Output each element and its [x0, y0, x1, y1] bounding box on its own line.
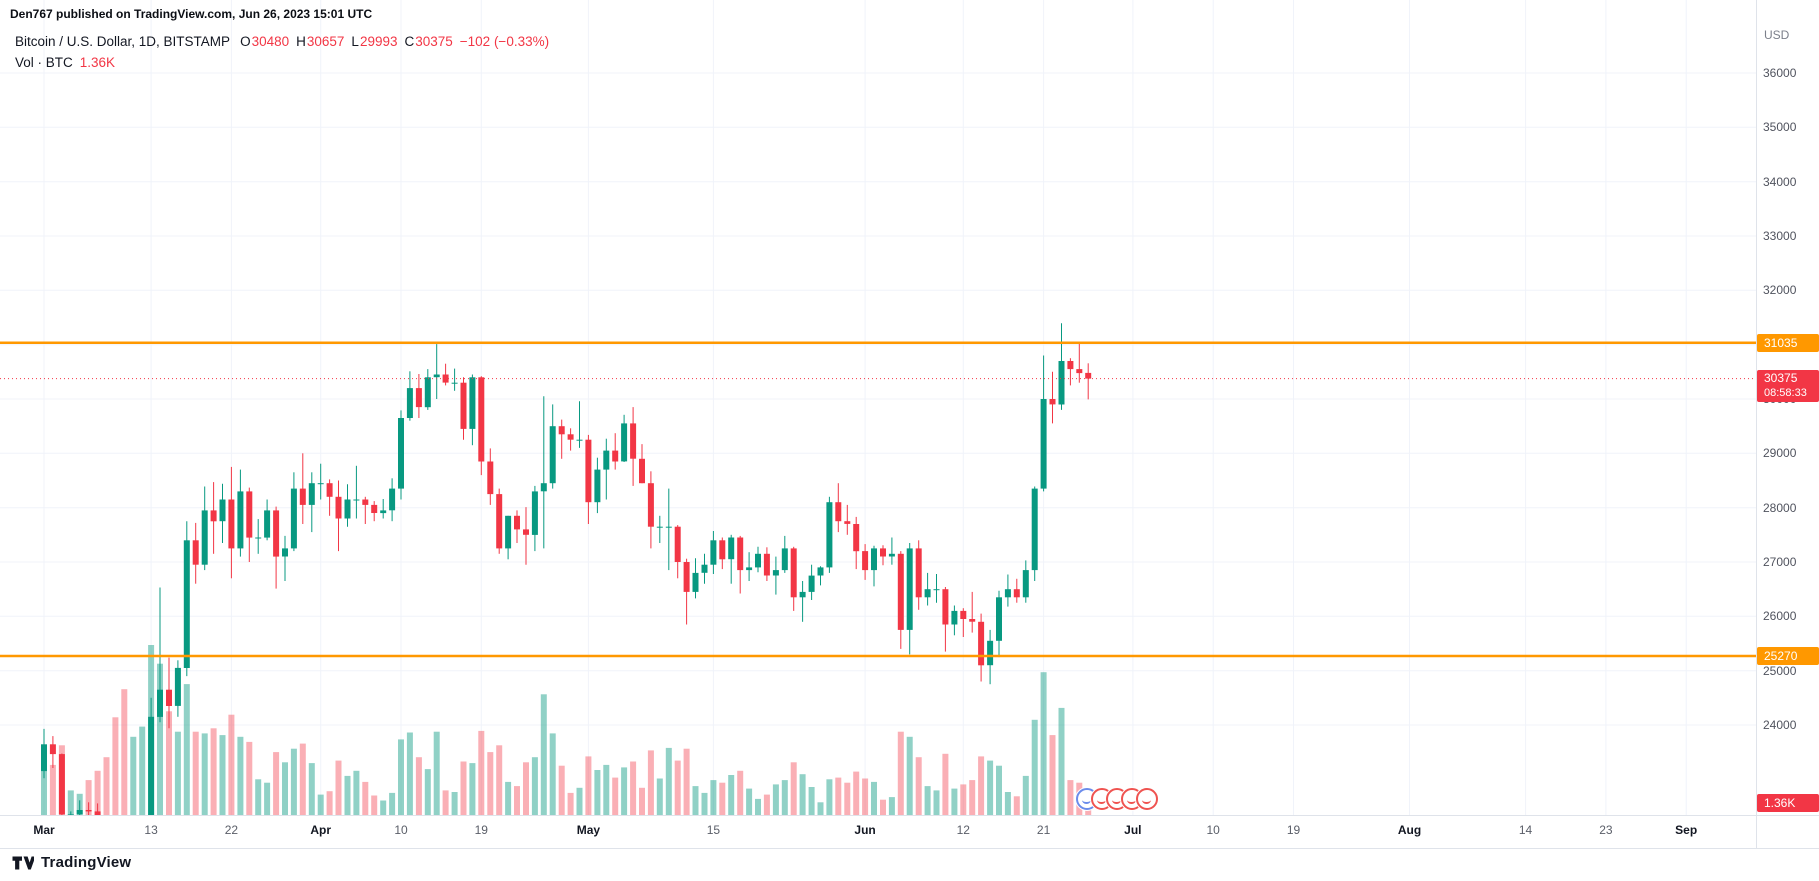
support-badge[interactable]: 25270 — [1757, 646, 1819, 665]
time-axis-label: 10 — [394, 823, 408, 837]
price-axis-label: 24000 — [1763, 717, 1797, 732]
price-axis-label: 33000 — [1763, 228, 1797, 243]
attribution-text: Den767 published on TradingView.com, Jun… — [10, 7, 373, 21]
reaction-emoji-icon[interactable] — [1136, 788, 1158, 810]
time-axis-label: Sep — [1675, 823, 1698, 837]
time-axis-label: May — [576, 823, 601, 837]
time-axis-label: Apr — [310, 823, 331, 837]
time-axis-label: Jul — [1124, 823, 1142, 837]
low-value: 29993 — [359, 34, 398, 49]
bar-countdown: 08:58:33 — [1764, 386, 1807, 399]
symbol-title[interactable]: Bitcoin / U.S. Dollar, 1D, BITSTAMP — [15, 34, 231, 49]
volume-badge: 1.36K — [1757, 794, 1819, 813]
time-axis-label: Jun — [854, 823, 876, 837]
price-axis[interactable]: USD 360003500034000330003200031000300002… — [1756, 0, 1819, 848]
change-value: −102 (−0.33%) — [459, 34, 550, 49]
time-axis-label: 12 — [956, 823, 970, 837]
time-axis-label: Aug — [1397, 823, 1422, 837]
tradingview-logo[interactable]: TradingView — [12, 854, 131, 871]
price-axis-label: 35000 — [1763, 120, 1797, 135]
legend-row-volume: Vol · BTC 1.36K — [15, 52, 549, 73]
volume-label: Vol · BTC — [15, 55, 73, 70]
resistance-badge[interactable]: 31035 — [1757, 333, 1819, 352]
time-axis-label: 13 — [144, 823, 158, 837]
time-axis[interactable]: Mar 13 22 Apr 10 19 May 15 Jun 12 21 Jul 10 19 Aug 14 23… — [0, 815, 1819, 848]
open-value: 30480 — [251, 34, 290, 49]
time-axis-label: 23 — [1599, 823, 1613, 837]
time-axis-label: Mar — [33, 823, 55, 837]
last-price-value: 30375 — [1764, 370, 1798, 385]
tradingview-brand-text: TradingView — [41, 854, 132, 871]
price-axis-label: 26000 — [1763, 609, 1797, 624]
chart-legend: Bitcoin / U.S. Dollar, 1D, BITSTAMP O304… — [15, 31, 549, 73]
time-axis-label: 21 — [1036, 823, 1051, 837]
time-axis-label: 10 — [1206, 823, 1220, 837]
legend-row-symbol: Bitcoin / U.S. Dollar, 1D, BITSTAMP O304… — [15, 31, 549, 52]
volume-value: 1.36K — [79, 55, 116, 70]
price-axis-label: 28000 — [1763, 500, 1797, 515]
time-axis-label: 19 — [1286, 823, 1301, 837]
tradingview-logo-icon — [12, 855, 34, 871]
reaction-emojis[interactable] — [1076, 788, 1158, 810]
close-label: C — [404, 34, 415, 49]
price-axis-label: 32000 — [1763, 283, 1797, 298]
high-label: H — [296, 34, 306, 49]
price-axis-label: 34000 — [1763, 174, 1797, 189]
time-axis-label: 22 — [224, 823, 239, 837]
low-label: L — [351, 34, 359, 49]
close-value: 30375 — [415, 34, 453, 49]
time-axis-label: 19 — [474, 823, 488, 837]
currency-label: USD — [1764, 28, 1790, 42]
time-axis-label: 15 — [706, 823, 721, 837]
open-label: O — [240, 34, 251, 49]
price-axis-label: 36000 — [1763, 66, 1797, 80]
price-axis-label: 27000 — [1763, 554, 1797, 569]
price-axis-label: 29000 — [1763, 446, 1797, 461]
price-axis-label: 25000 — [1763, 663, 1797, 678]
last-price-badge: 30375 08:58:33 — [1757, 369, 1819, 402]
time-axis-label: 14 — [1518, 823, 1533, 837]
high-value: 30657 — [306, 34, 345, 49]
